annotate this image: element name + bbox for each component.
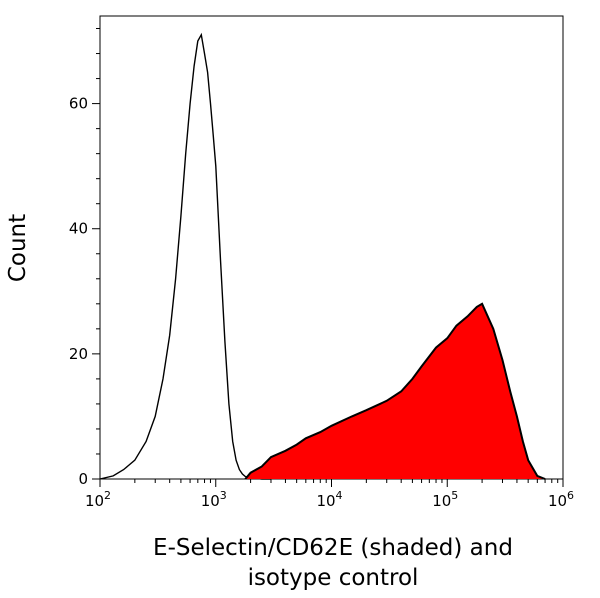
y-axis: 0 20 40 60 <box>69 28 100 488</box>
series-layer <box>99 32 546 480</box>
x-axis-title-line-1: E-Selectin/CD62E (shaded) and <box>153 535 513 561</box>
isotype-histogram-line <box>99 32 271 480</box>
y-tick-label: 60 <box>69 95 88 113</box>
x-tick-label: 102 <box>85 489 111 510</box>
shaded-histogram-line <box>244 302 546 480</box>
x-tick-label: 103 <box>201 489 227 510</box>
x-axis: 102 103 104 105 106 <box>85 479 574 510</box>
y-tick-label: 40 <box>69 220 88 238</box>
y-axis-title: Count <box>5 214 31 282</box>
x-tick-label: 105 <box>432 489 458 510</box>
y-tick-label: 0 <box>78 470 88 488</box>
shaded-histogram-fill <box>245 303 546 479</box>
x-tick-label: 106 <box>548 489 574 510</box>
y-tick-label: 20 <box>69 345 88 363</box>
x-axis-title-line-2: isotype control <box>248 565 419 591</box>
x-tick-label: 104 <box>316 489 342 510</box>
